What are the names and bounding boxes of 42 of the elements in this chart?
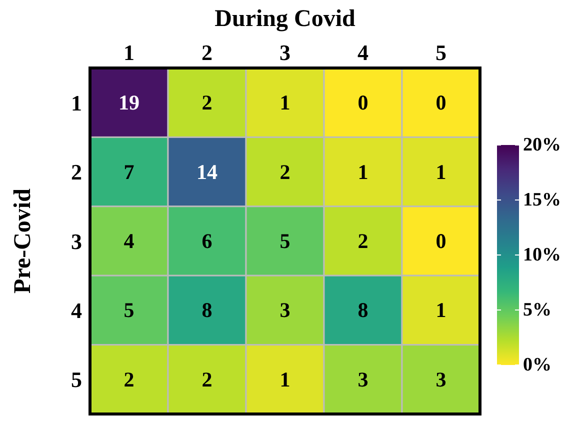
data-label: 0 bbox=[436, 229, 446, 253]
data-label: 8 bbox=[358, 298, 368, 322]
data-label: 7 bbox=[124, 160, 134, 184]
data-label: 6 bbox=[202, 229, 212, 253]
data-label: 2 bbox=[124, 367, 134, 392]
color-bar-label: 10% bbox=[523, 244, 561, 266]
data-label: 5 bbox=[280, 229, 290, 253]
data-label: 3 bbox=[436, 367, 446, 392]
data-label: 8 bbox=[202, 298, 212, 322]
color-bar-label: 15% bbox=[523, 190, 561, 210]
data-label: 3 bbox=[358, 367, 368, 392]
data-label: 1 bbox=[436, 298, 446, 322]
y-tick-label: 2 bbox=[71, 160, 82, 185]
data-label: 14 bbox=[196, 160, 218, 184]
y-tick-label: 4 bbox=[71, 298, 82, 324]
x-tick-label: 2 bbox=[202, 40, 212, 65]
data-label: 1 bbox=[436, 160, 446, 184]
color-bar-label: 5% bbox=[523, 300, 552, 320]
x-tick-label: 4 bbox=[358, 40, 368, 65]
data-label: 2 bbox=[358, 229, 368, 253]
data-label: 2 bbox=[202, 367, 212, 392]
data-label: 19 bbox=[118, 90, 140, 115]
data-label: 1 bbox=[358, 160, 368, 184]
data-label: 2 bbox=[202, 90, 212, 115]
chart-title: During Covid bbox=[214, 6, 356, 32]
y-tick-label: 1 bbox=[71, 90, 82, 116]
data-label: 0 bbox=[436, 90, 446, 115]
data-label: 4 bbox=[124, 229, 135, 253]
data-label: 1 bbox=[280, 90, 290, 115]
y-axis-title: Pre-Covid bbox=[10, 188, 36, 294]
color-bar-label: 20% bbox=[523, 134, 561, 156]
y-tick-label: 3 bbox=[71, 228, 82, 254]
data-label: 3 bbox=[280, 298, 290, 322]
data-label: 5 bbox=[124, 298, 134, 322]
data-label: 0 bbox=[358, 90, 368, 115]
data-label: 2 bbox=[280, 160, 290, 184]
x-tick-label: 1 bbox=[124, 40, 134, 65]
x-tick-label: 3 bbox=[280, 40, 290, 65]
color-bar-label: 0% bbox=[523, 354, 552, 376]
y-tick-label: 5 bbox=[71, 367, 82, 392]
x-tick-label: 5 bbox=[436, 40, 446, 65]
data-label: 1 bbox=[280, 367, 290, 392]
